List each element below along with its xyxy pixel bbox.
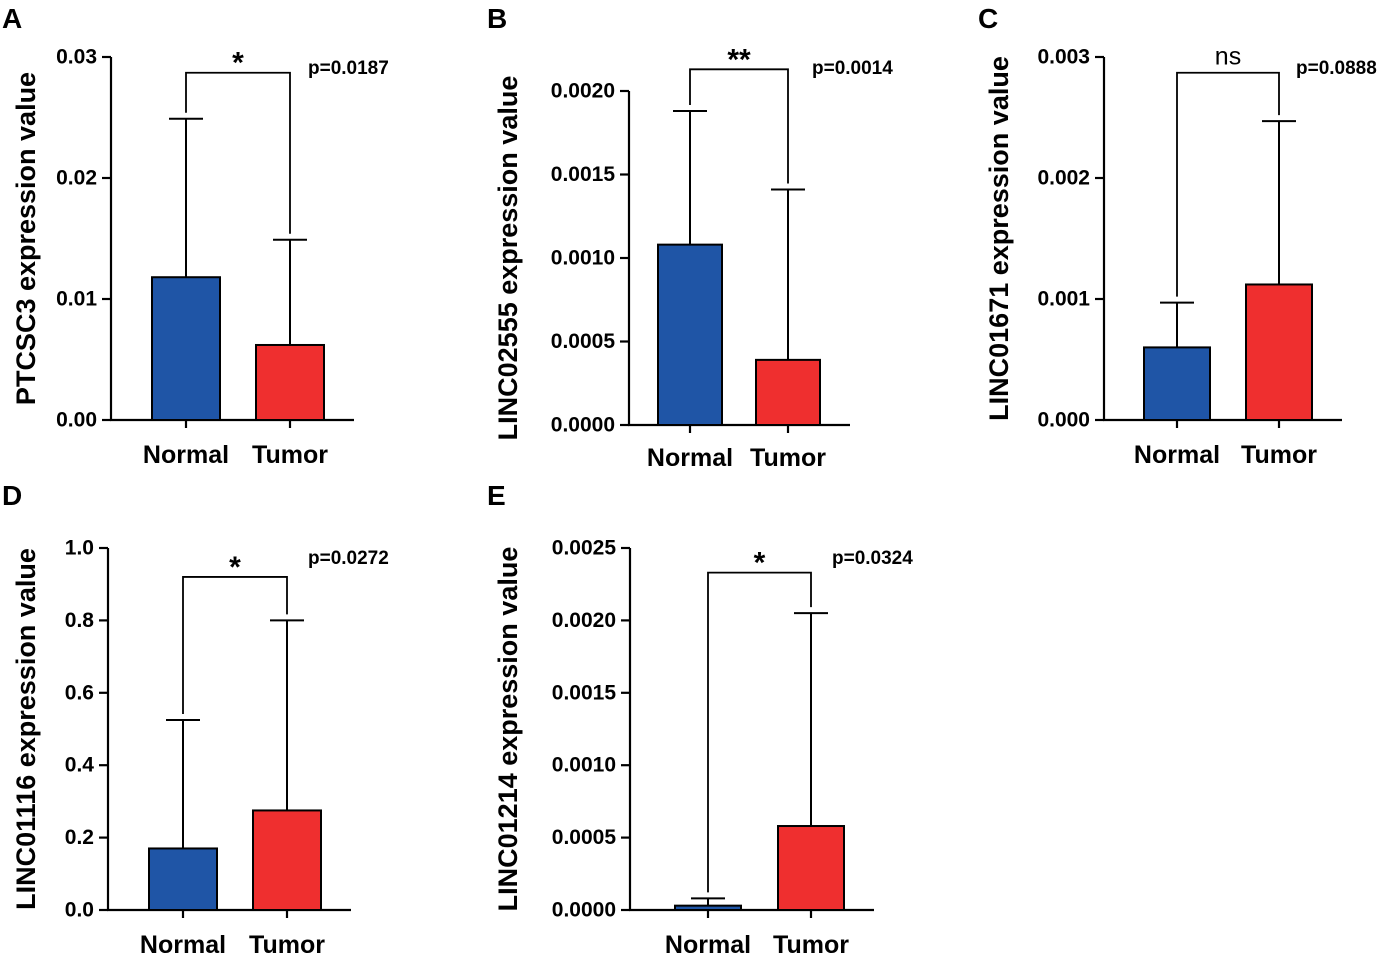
y-tick-label: 0.0015 (551, 163, 616, 186)
x-tick-label-tumor: Tumor (750, 444, 826, 472)
panel-letter: E (487, 480, 506, 511)
y-tick-label: 0.4 (65, 754, 95, 777)
significance-bracket (185, 71, 291, 234)
x-tick-label-tumor: Tumor (1241, 441, 1317, 469)
y-axis-label: LINC01214 expression value (493, 547, 523, 912)
panel-letter: B (487, 3, 507, 34)
x-tick-label-normal: Normal (665, 931, 751, 955)
x-tick-label-normal: Normal (140, 931, 226, 955)
y-tick-label: 0.03 (56, 46, 97, 69)
significance-marker: * (754, 547, 766, 580)
panel-e: E LINC01214 expression value 0.0000 0.0005 0… (487, 480, 913, 955)
y-tick-label: 0.0020 (551, 80, 615, 103)
bar-normal (148, 847, 218, 912)
significance-bracket (707, 571, 812, 893)
panel-c: C LINC01671 expression value 0.000 0.001 0.0… (978, 3, 1377, 469)
y-axis-label: PTCSC3 expression value (11, 72, 41, 405)
p-value-label: p=0.0014 (812, 58, 893, 79)
bar-tumor (252, 809, 322, 912)
significance-marker: * (232, 47, 244, 80)
panel-letter: C (978, 3, 998, 34)
y-tick-label: 0.0015 (552, 681, 617, 704)
y-tick-label: 0.000 (1037, 409, 1090, 432)
bar-normal (151, 276, 221, 421)
significance-marker: ** (727, 43, 751, 76)
significance-marker: ns (1215, 43, 1241, 71)
significance-bracket (1176, 71, 1280, 297)
y-tick-label: 1.0 (65, 537, 94, 560)
y-tick-label: 0.0010 (551, 247, 615, 270)
y-tick-label: 0.0010 (552, 754, 616, 777)
panel-d: D LINC01116 expression value 0.0 0.2 0.4 0.6 0… (2, 480, 389, 955)
y-tick-label: 0.00 (56, 409, 97, 432)
panel-letter: A (2, 3, 22, 34)
y-tick-label: 0.0000 (551, 414, 615, 437)
significance-bracket (689, 68, 789, 184)
y-tick-label: 0.6 (65, 681, 94, 704)
x-tick-label-tumor: Tumor (252, 441, 328, 469)
significance-bracket (182, 576, 288, 714)
y-axis-label: LINC01671 expression value (984, 56, 1014, 421)
y-tick-label: 0.0005 (552, 826, 617, 849)
p-value-label: p=0.0324 (832, 548, 913, 569)
bar-tumor (755, 358, 821, 426)
x-tick-label-tumor: Tumor (249, 931, 325, 955)
p-value-label: p=0.0888 (1296, 58, 1377, 79)
panel-b: B LINC02555 expression value 0.0000 0.0005 0… (487, 3, 893, 472)
y-tick-label: 0.01 (56, 288, 97, 311)
panel-a: A PTCSC3 expression value 0.00 0.01 0.02 0.03… (2, 3, 389, 469)
bar-tumor (1245, 283, 1313, 422)
y-tick-label: 0.02 (56, 167, 97, 190)
x-tick-label-tumor: Tumor (773, 931, 849, 955)
bar-tumor (255, 343, 325, 422)
x-tick-label-normal: Normal (1134, 441, 1220, 469)
x-tick-label-normal: Normal (143, 441, 229, 469)
bar-tumor (777, 825, 845, 911)
y-tick-label: 0.8 (65, 609, 95, 632)
y-tick-label: 0.2 (65, 826, 94, 849)
y-tick-label: 0.001 (1037, 288, 1090, 311)
significance-marker: * (229, 551, 241, 584)
panel-letter: D (2, 480, 22, 511)
y-tick-label: 0.002 (1037, 167, 1090, 190)
y-tick-label: 0.003 (1037, 46, 1090, 69)
bar-normal (1143, 346, 1211, 421)
y-tick-label: 0.0000 (552, 899, 616, 922)
bar-normal (657, 243, 723, 426)
y-tick-label: 0.0 (65, 899, 94, 922)
bar-normal (674, 904, 742, 912)
p-value-label: p=0.0272 (308, 548, 389, 569)
y-tick-label: 0.0025 (552, 537, 617, 560)
x-tick-label-normal: Normal (647, 444, 733, 472)
p-value-label: p=0.0187 (308, 58, 389, 79)
y-axis-label: LINC01116 expression value (11, 548, 41, 910)
y-tick-label: 0.0020 (552, 609, 616, 632)
y-tick-label: 0.0005 (551, 330, 616, 353)
y-axis-label: LINC02555 expression value (493, 76, 523, 441)
